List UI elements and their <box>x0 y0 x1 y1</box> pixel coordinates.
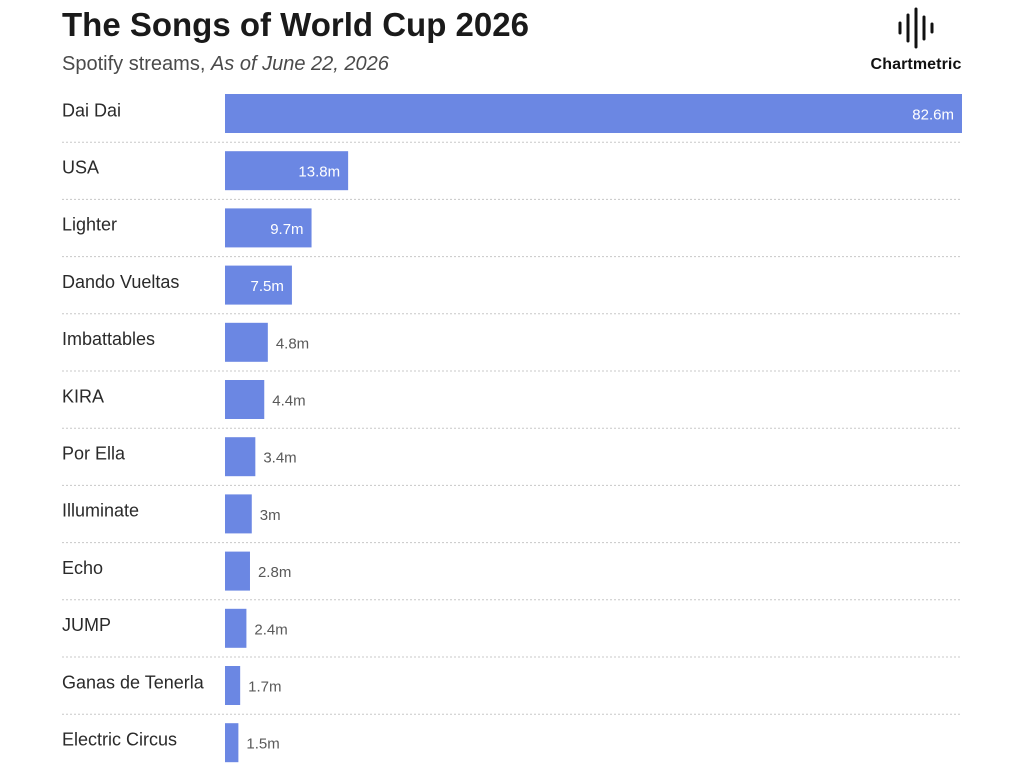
brand-name: Chartmetric <box>870 56 962 73</box>
bar <box>225 551 250 591</box>
category-label: Illuminate <box>62 501 139 521</box>
value-label: 4.8m <box>276 335 309 352</box>
category-label: Electric Circus <box>62 729 177 749</box>
category-label: KIRA <box>62 386 104 406</box>
category-label: Echo <box>62 558 103 578</box>
waveform-logo-icon <box>898 7 934 49</box>
category-label: USA <box>62 157 99 177</box>
bar <box>225 723 239 763</box>
bar <box>225 380 265 419</box>
category-label: JUMP <box>62 615 111 635</box>
value-label: 82.6m <box>912 106 954 123</box>
chart-subtitle: Spotify streams, As of June 22, 2026 <box>62 53 389 76</box>
bar <box>225 608 247 648</box>
category-label: Dando Vueltas <box>62 272 179 292</box>
bar <box>225 494 252 534</box>
bar <box>225 666 241 705</box>
chart-title: The Songs of World Cup 2026 <box>62 6 529 43</box>
category-label: Imbattables <box>62 329 155 349</box>
category-label: Dai Dai <box>62 100 121 120</box>
category-label: Lighter <box>62 215 117 235</box>
value-label: 2.8m <box>258 564 291 581</box>
category-label: Por Ella <box>62 443 126 463</box>
subtitle-source: Spotify streams, <box>62 53 211 75</box>
bar <box>225 437 256 477</box>
bar <box>225 151 349 191</box>
value-label: 3.4m <box>263 450 296 467</box>
value-label: 9.7m <box>270 221 303 238</box>
bar <box>225 265 292 305</box>
value-label: 1.5m <box>246 736 279 753</box>
value-label: 2.4m <box>254 621 287 638</box>
bar <box>225 94 962 133</box>
subtitle-date: As of June 22, 2026 <box>210 53 389 75</box>
value-label: 13.8m <box>298 164 340 181</box>
value-label: 7.5m <box>251 278 284 295</box>
value-label: 4.4m <box>272 392 305 409</box>
category-label: Ganas de Tenerla <box>62 672 205 692</box>
value-label: 1.7m <box>248 678 281 695</box>
brand-logo: Chartmetric <box>862 6 970 74</box>
value-label: 3m <box>260 507 281 524</box>
bar <box>225 322 268 362</box>
bar <box>225 208 312 248</box>
